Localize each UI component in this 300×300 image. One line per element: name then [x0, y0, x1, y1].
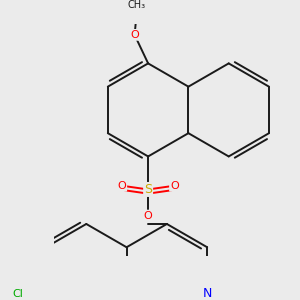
Text: N: N [202, 287, 212, 300]
Text: Cl: Cl [12, 289, 23, 299]
Text: O: O [130, 30, 139, 40]
Text: CH₃: CH₃ [128, 0, 146, 10]
Text: O: O [118, 181, 126, 191]
Text: S: S [144, 183, 152, 196]
Text: O: O [144, 212, 152, 221]
Text: O: O [170, 181, 179, 191]
